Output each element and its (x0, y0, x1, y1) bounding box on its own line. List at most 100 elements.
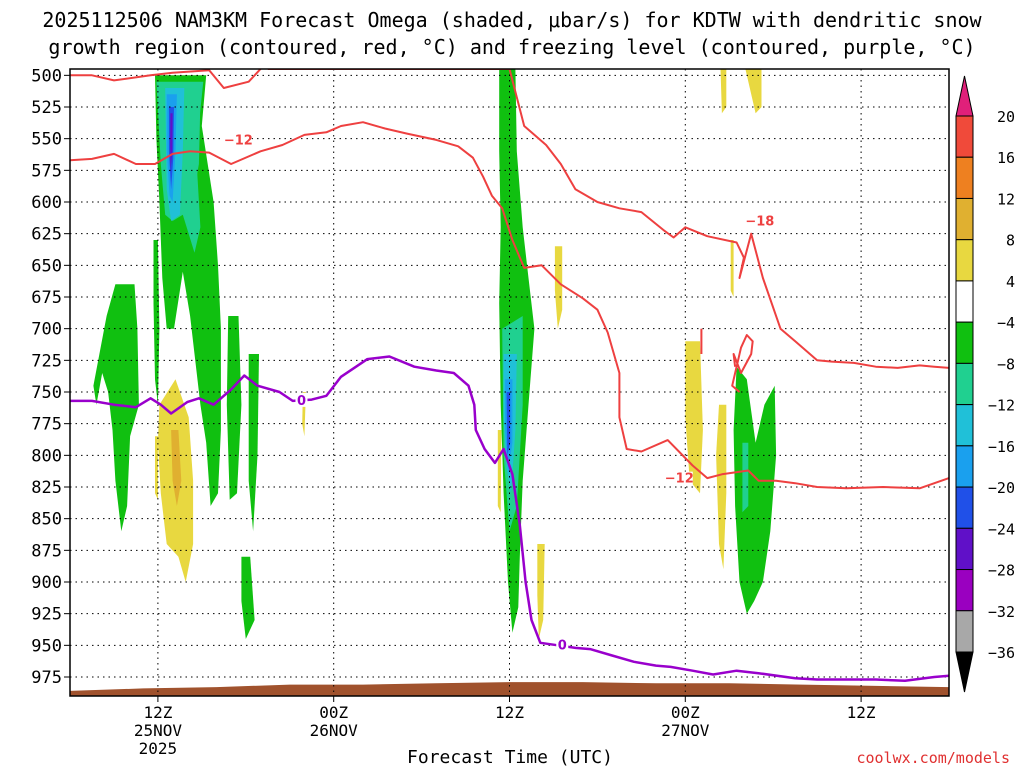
colorbar-bottom-arrow (955, 651, 974, 693)
omega-region-neg-10 (248, 354, 259, 532)
x-tick-label: 12Z (847, 703, 876, 722)
colorbar-segment (955, 156, 974, 199)
omega-region-pos-6 (537, 544, 545, 639)
y-axis: 500 525 550 575 600 625 650 675 700 725 750 775 800 8… (31, 66, 70, 688)
y-tick-label: 675 (31, 288, 62, 308)
temp-contour-4 (731, 334, 754, 393)
y-tick-label: 550 (31, 130, 62, 150)
x-tick-label: 00Z (671, 703, 700, 722)
y-tick-label: 900 (31, 573, 62, 593)
x-tick-label: 2025 (139, 739, 178, 758)
temp-contour-label: −12 (665, 472, 694, 487)
y-tick-label: 775 (31, 415, 62, 435)
y-tick-label: 650 (31, 256, 62, 276)
colorbar-label: −28 (988, 562, 1015, 580)
chart-title-line1: 2025112506 NAM3KM Forecast Omega (shaded… (42, 8, 982, 32)
freezing-level-label: 0 (558, 638, 567, 653)
colorbar-label: 4 (1006, 273, 1015, 291)
freezing-label-bg (556, 637, 569, 652)
y-tick-label: 800 (31, 446, 62, 466)
colorbar-label: 16 (997, 149, 1015, 167)
colorbar-label: −12 (988, 397, 1015, 415)
omega-region-pos-4 (554, 246, 563, 329)
colorbar-segment (955, 321, 974, 364)
temp-contour-label-bg (662, 471, 693, 485)
colorbar-segment (955, 239, 974, 282)
y-tick-label: 825 (31, 478, 62, 498)
colorbar-label: −36 (988, 644, 1015, 662)
y-tick-label: 500 (31, 66, 62, 86)
y-tick-label: 625 (31, 225, 62, 245)
y-tick-label: 575 (31, 161, 62, 181)
omega-region-pos-10 (720, 69, 727, 114)
colorbar-label: −8 (997, 355, 1015, 373)
x-axis-label: Forecast Time (UTC) (407, 747, 613, 768)
terrain-fill (70, 682, 949, 696)
temp-contour-label: −12 (224, 133, 253, 148)
freezing-level-contour (70, 355, 949, 683)
temp-contour-2 (267, 69, 949, 369)
colorbar-segment (955, 486, 974, 529)
y-tick-label: 925 (31, 605, 62, 625)
omega-region-neg-6 (190, 100, 201, 190)
omega-region-pos-5 (497, 430, 502, 513)
temp-contour-0 (70, 69, 262, 89)
omega-region-pos-1 (171, 430, 182, 506)
y-tick-label: 975 (31, 668, 62, 688)
chart-title-line2: growth region (contoured, red, °C) and f… (48, 35, 975, 59)
y-tick-label: 600 (31, 193, 62, 213)
temp-contour-1 (70, 121, 949, 490)
colorbar-segment (955, 280, 974, 323)
plot-area: −12 −12 −18 0 0 (70, 69, 949, 696)
temp-contour-label-bg (743, 214, 774, 228)
temp-contour-label: −18 (745, 215, 774, 230)
freezing-label-bg (295, 392, 308, 407)
colorbar-label: −4 (997, 314, 1015, 332)
contour-layer: −12 −12 −18 0 0 (70, 69, 949, 683)
colorbar-segment (955, 404, 974, 447)
colorbar-label: −32 (988, 603, 1015, 621)
terrain-layer (70, 682, 949, 696)
x-tick-label: 00Z (319, 703, 348, 722)
y-tick-label: 725 (31, 351, 62, 371)
omega-region-neg-18 (742, 442, 749, 513)
x-tick-label: 12Z (143, 703, 172, 722)
colorbar-label: −24 (988, 520, 1015, 538)
colorbar-segment (955, 115, 974, 158)
omega-region-neg-9 (226, 316, 242, 500)
colorbar-segment (955, 527, 974, 571)
colorbar-segment (955, 569, 974, 612)
watermark: coolwx.com/models (856, 749, 1010, 767)
grid-layer (70, 69, 949, 696)
colorbar-label: 20 (997, 108, 1015, 126)
x-tick-label: 25NOV (134, 721, 183, 740)
omega-region-pos-7 (685, 341, 703, 494)
temp-contour-label-bg (221, 133, 252, 147)
omega-region-pos-8 (716, 404, 727, 570)
omega-region-pos-2 (155, 436, 158, 500)
y-tick-label: 700 (31, 320, 62, 340)
omega-region-neg-7 (93, 284, 139, 532)
colorbar-label: −16 (988, 438, 1015, 456)
colorbar-segment (955, 197, 974, 241)
omega-region-pos-11 (745, 69, 762, 114)
colorbar-segment (955, 610, 974, 653)
omega-region-neg-17 (733, 366, 777, 614)
colorbar-segment (955, 445, 974, 488)
omega-region-neg-11 (241, 556, 255, 639)
y-tick-label: 875 (31, 541, 62, 561)
colorbar-label: 12 (997, 190, 1015, 208)
omega-region-pos-9 (730, 240, 734, 297)
x-tick-label: 27NOV (661, 721, 710, 740)
colorbar: 20 16 12 8 4 −4 −8 −12 −16 −20 −24 −28 −32 −36 (955, 75, 1015, 693)
y-tick-label: 525 (31, 98, 62, 118)
x-tick-label: 26NOV (310, 721, 359, 740)
omega-shading-layer (93, 69, 777, 639)
omega-region-neg-16 (506, 392, 511, 456)
colorbar-top-arrow (955, 75, 974, 117)
omega-region-neg-8 (153, 240, 160, 405)
colorbar-label: 8 (1006, 232, 1015, 250)
y-tick-label: 750 (31, 383, 62, 403)
